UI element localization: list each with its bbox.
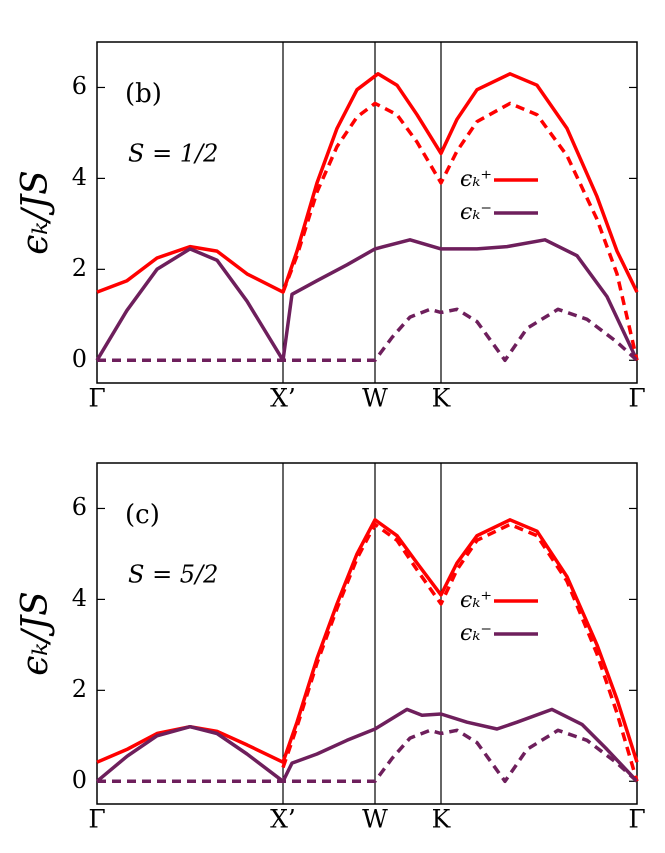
annotation: (b) (125, 79, 162, 109)
legend-label: ϵₖ⁻ (460, 621, 492, 646)
band-line (96, 518, 639, 764)
y-tick-label: 2 (72, 675, 87, 703)
x-tick-label: Γ (88, 805, 105, 834)
legend-label: ϵₖ⁺ (460, 588, 492, 613)
legend-label: ϵₖ⁻ (460, 200, 492, 225)
band-line (95, 707, 639, 784)
annotation: (c) (125, 500, 160, 530)
x-tick-label: Γ (628, 805, 645, 834)
band-line (281, 522, 639, 782)
x-tick-label: W (362, 805, 388, 834)
x-tick-label: K (432, 805, 452, 834)
x-tick-label: W (362, 384, 388, 413)
plot-frame (96, 462, 638, 805)
y-tick-label: 4 (72, 163, 87, 191)
plot-frame (96, 41, 638, 384)
y-tick-label: 2 (72, 254, 87, 282)
band-line (281, 101, 639, 361)
legend-label: ϵₖ⁺ (460, 167, 492, 192)
annotation: S = 5/2 (128, 561, 218, 589)
x-tick-label: Γ (88, 384, 105, 413)
band-line (97, 307, 639, 363)
band-line (97, 728, 639, 784)
x-tick-label: X’ (270, 805, 296, 834)
y-axis-label: ϵₖ/JS (15, 170, 56, 255)
x-tick-label: Γ (628, 384, 645, 413)
band-line (95, 238, 639, 363)
y-tick-label: 4 (72, 584, 87, 612)
x-tick-label: X’ (270, 384, 296, 413)
y-axis-label: ϵₖ/JS (15, 591, 56, 676)
y-tick-label: 0 (72, 766, 87, 794)
x-tick-label: K (432, 384, 452, 413)
y-tick-label: 6 (72, 493, 87, 521)
y-tick-label: 0 (72, 345, 87, 373)
y-tick-label: 6 (72, 72, 87, 100)
annotation: S = 1/2 (128, 140, 218, 168)
band-line (96, 72, 639, 294)
